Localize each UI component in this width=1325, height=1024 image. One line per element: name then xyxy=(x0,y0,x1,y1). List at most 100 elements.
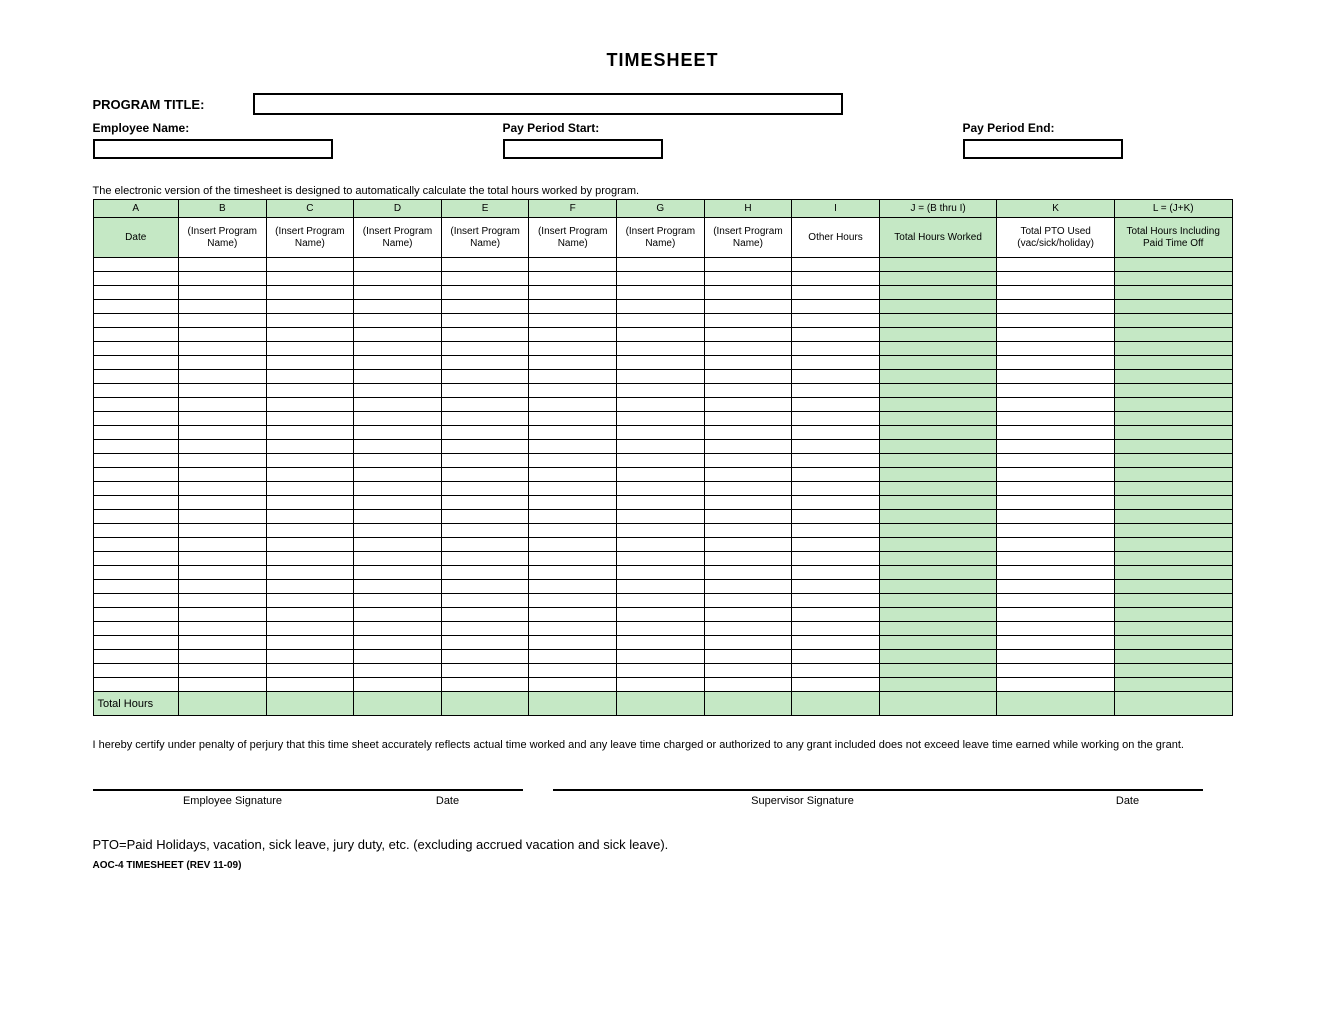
table-cell[interactable] xyxy=(266,440,354,454)
table-cell[interactable] xyxy=(997,258,1115,272)
table-cell[interactable] xyxy=(441,356,529,370)
table-cell[interactable] xyxy=(529,650,617,664)
table-cell[interactable] xyxy=(617,398,705,412)
table-cell[interactable] xyxy=(792,272,880,286)
table-cell[interactable] xyxy=(93,664,178,678)
table-cell[interactable] xyxy=(441,384,529,398)
table-cell[interactable] xyxy=(93,538,178,552)
table-cell[interactable] xyxy=(354,356,442,370)
table-cell[interactable] xyxy=(617,650,705,664)
table-cell[interactable] xyxy=(93,552,178,566)
table-cell[interactable] xyxy=(354,426,442,440)
table-cell[interactable] xyxy=(1114,650,1232,664)
table-cell[interactable] xyxy=(997,650,1115,664)
table-cell[interactable] xyxy=(879,608,997,622)
table-cell[interactable] xyxy=(266,482,354,496)
table-cell[interactable] xyxy=(1114,314,1232,328)
table-cell[interactable] xyxy=(997,664,1115,678)
table-cell[interactable] xyxy=(93,608,178,622)
table-cell[interactable] xyxy=(617,622,705,636)
table-cell[interactable] xyxy=(617,314,705,328)
table-cell[interactable] xyxy=(266,580,354,594)
table-cell[interactable] xyxy=(441,342,529,356)
table-cell[interactable] xyxy=(617,272,705,286)
table-cell[interactable] xyxy=(617,356,705,370)
table-cell[interactable] xyxy=(93,370,178,384)
table-cell[interactable] xyxy=(441,664,529,678)
table-cell[interactable] xyxy=(529,678,617,692)
table-cell[interactable] xyxy=(93,440,178,454)
table-cell[interactable] xyxy=(93,650,178,664)
table-cell[interactable] xyxy=(354,482,442,496)
supervisor-signature-line[interactable]: Supervisor Signature xyxy=(553,789,1053,807)
table-cell[interactable] xyxy=(879,622,997,636)
table-cell[interactable] xyxy=(529,286,617,300)
table-cell[interactable] xyxy=(704,286,792,300)
table-cell[interactable] xyxy=(879,356,997,370)
table-cell[interactable] xyxy=(93,426,178,440)
table-cell[interactable] xyxy=(997,608,1115,622)
table-cell[interactable] xyxy=(441,636,529,650)
table-cell[interactable] xyxy=(1114,426,1232,440)
table-cell[interactable] xyxy=(529,440,617,454)
table-cell[interactable] xyxy=(529,566,617,580)
table-cell[interactable] xyxy=(1114,384,1232,398)
table-cell[interactable] xyxy=(266,300,354,314)
table-cell[interactable] xyxy=(529,258,617,272)
table-cell[interactable] xyxy=(879,342,997,356)
table-cell[interactable] xyxy=(529,384,617,398)
table-cell[interactable] xyxy=(879,286,997,300)
table-cell[interactable] xyxy=(93,594,178,608)
table-cell[interactable] xyxy=(1114,356,1232,370)
table-cell[interactable] xyxy=(617,678,705,692)
table-cell[interactable] xyxy=(617,636,705,650)
table-cell[interactable] xyxy=(441,398,529,412)
table-cell[interactable] xyxy=(997,636,1115,650)
table-cell[interactable] xyxy=(997,538,1115,552)
table-cell[interactable] xyxy=(178,664,266,678)
table-cell[interactable] xyxy=(178,678,266,692)
table-cell[interactable] xyxy=(1114,412,1232,426)
table-cell[interactable] xyxy=(441,426,529,440)
table-cell[interactable] xyxy=(266,608,354,622)
employee-signature-line[interactable]: Employee Signature xyxy=(93,789,373,807)
table-cell[interactable] xyxy=(704,608,792,622)
table-cell[interactable] xyxy=(529,370,617,384)
table-cell[interactable] xyxy=(93,272,178,286)
table-cell[interactable] xyxy=(529,622,617,636)
table-cell[interactable] xyxy=(792,482,880,496)
table-cell[interactable] xyxy=(617,370,705,384)
table-cell[interactable] xyxy=(266,538,354,552)
table-cell[interactable] xyxy=(617,566,705,580)
table-cell[interactable] xyxy=(266,636,354,650)
table-cell[interactable] xyxy=(529,580,617,594)
table-cell[interactable] xyxy=(704,468,792,482)
table-cell[interactable] xyxy=(529,356,617,370)
table-cell[interactable] xyxy=(792,608,880,622)
table-cell[interactable] xyxy=(1114,272,1232,286)
table-cell[interactable] xyxy=(879,398,997,412)
table-cell[interactable] xyxy=(93,384,178,398)
table-cell[interactable] xyxy=(879,328,997,342)
table-cell[interactable] xyxy=(93,580,178,594)
table-cell[interactable] xyxy=(178,482,266,496)
table-cell[interactable] xyxy=(704,510,792,524)
table-cell[interactable] xyxy=(441,286,529,300)
table-cell[interactable] xyxy=(704,678,792,692)
table-cell[interactable] xyxy=(879,384,997,398)
table-cell[interactable] xyxy=(266,678,354,692)
table-cell[interactable] xyxy=(792,594,880,608)
table-cell[interactable] xyxy=(879,678,997,692)
table-cell[interactable] xyxy=(354,384,442,398)
table-cell[interactable] xyxy=(1114,552,1232,566)
table-cell[interactable] xyxy=(792,538,880,552)
table-cell[interactable] xyxy=(704,664,792,678)
table-cell[interactable] xyxy=(354,678,442,692)
table-cell[interactable] xyxy=(529,524,617,538)
table-cell[interactable] xyxy=(1114,286,1232,300)
table-cell[interactable] xyxy=(441,524,529,538)
table-cell[interactable] xyxy=(997,524,1115,538)
pay-start-input[interactable] xyxy=(503,139,663,159)
table-cell[interactable] xyxy=(879,314,997,328)
table-cell[interactable] xyxy=(441,594,529,608)
